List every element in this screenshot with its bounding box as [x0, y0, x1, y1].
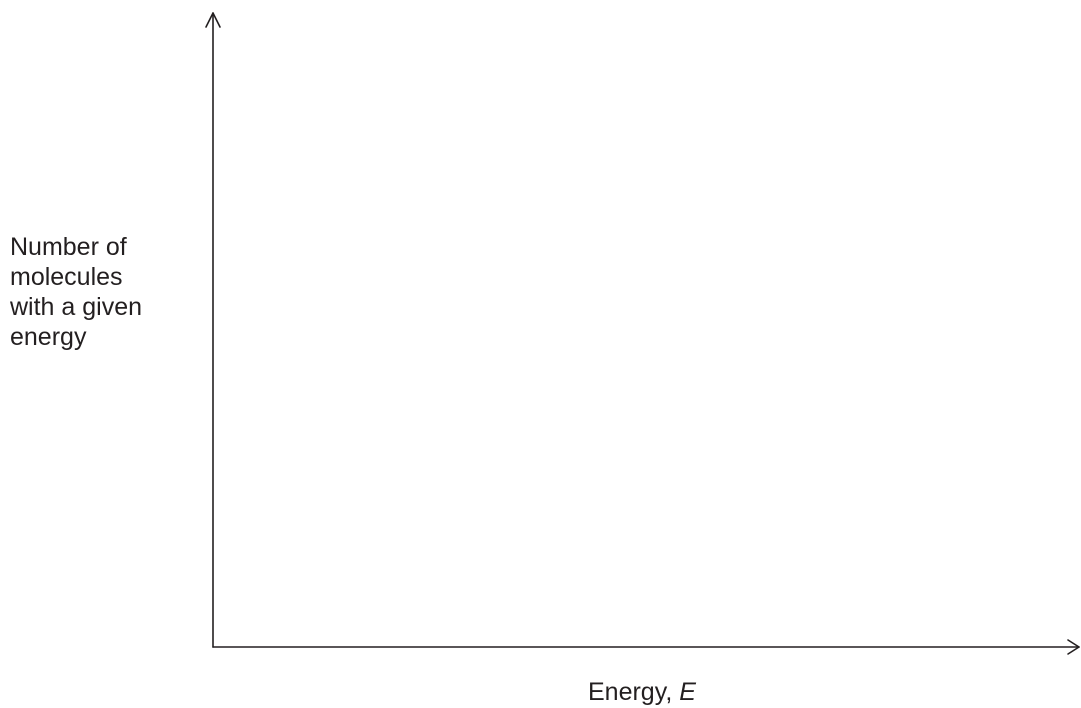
x-axis-arrowhead: [1067, 639, 1080, 655]
x-axis-label: Energy, E: [588, 677, 696, 707]
x-axis-label-variable: E: [679, 678, 696, 706]
x-axis-label-text: Energy,: [588, 678, 680, 706]
y-axis-label-line: Number of: [10, 233, 127, 261]
y-axis-label: Number of molecules with a given energy: [10, 232, 200, 352]
y-axis-label-line: molecules: [10, 263, 123, 291]
y-axis-label-line: with a given: [10, 293, 143, 321]
y-axis-label-line: energy: [10, 323, 87, 351]
y-axis-arrowhead: [205, 12, 221, 28]
